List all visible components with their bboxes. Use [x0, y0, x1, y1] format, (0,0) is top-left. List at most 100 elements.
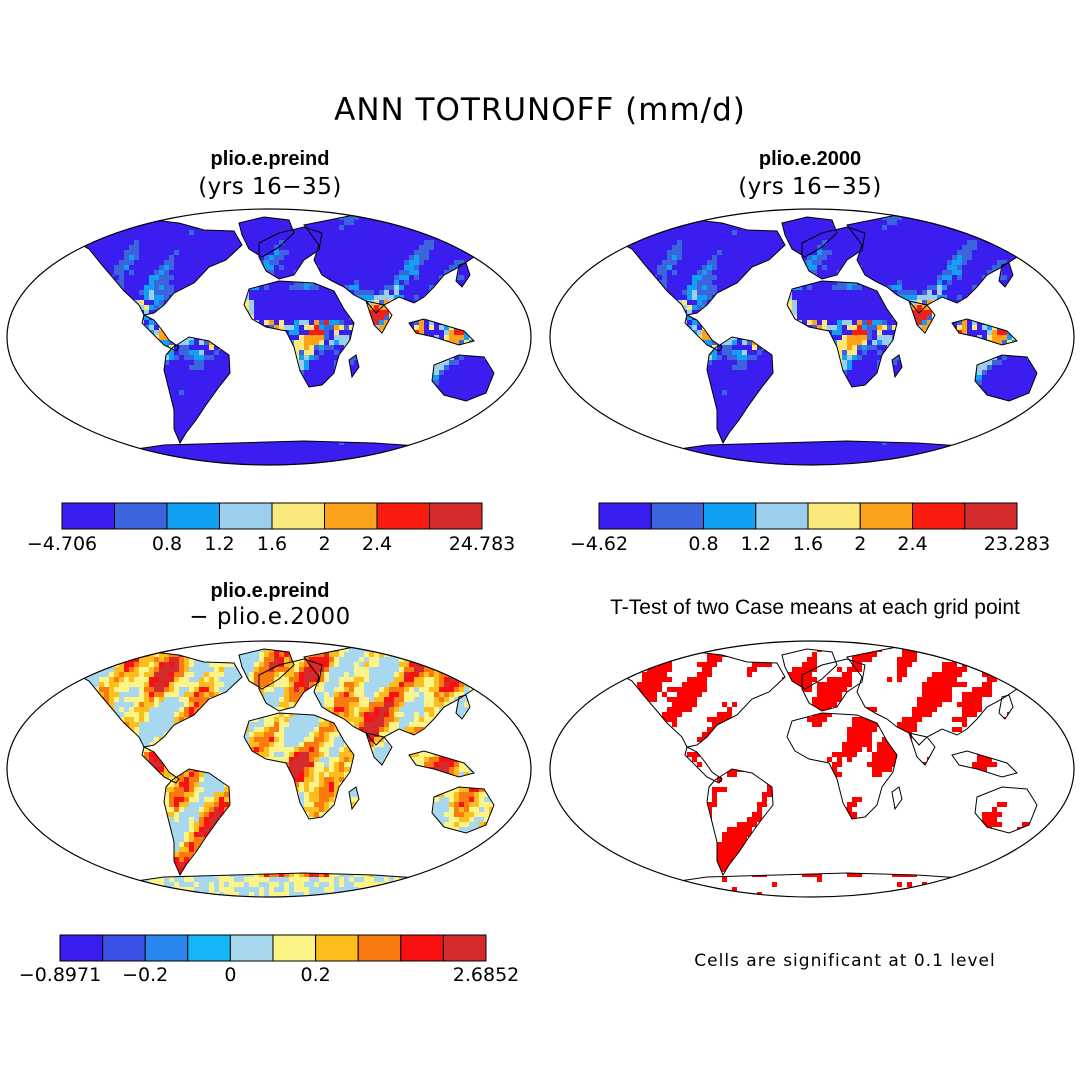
land-field — [607, 213, 1065, 465]
coastlines — [62, 644, 523, 897]
coastline-se-asia-islands — [951, 318, 1018, 346]
colorbar-swatch — [271, 502, 325, 530]
land-new-zealand — [1057, 829, 1065, 849]
land-new-zealand — [514, 397, 522, 417]
map-preind — [6, 208, 532, 466]
coastline-south-america — [163, 768, 231, 877]
coastline-new-zealand — [1056, 828, 1066, 851]
panel-preind-title: plio.e.preind — [210, 148, 330, 170]
colorbar-diff — [59, 934, 487, 962]
colorbar-swatch — [807, 502, 861, 530]
land-new-zealand — [514, 829, 522, 849]
colorbar-swatch — [272, 934, 317, 962]
colorbar-swatch — [755, 502, 809, 530]
coastline-antarctica — [651, 440, 1018, 465]
coastline-antarctica — [108, 440, 475, 465]
map-diff — [6, 640, 532, 898]
colorbar-tick-label: 0.8 — [151, 533, 183, 555]
colorbar-tick-label: −0.8971 — [18, 964, 102, 986]
colorbar-swatch — [315, 934, 359, 962]
coastline-australia — [431, 786, 495, 834]
coastline-se-asia-islands — [408, 750, 475, 778]
land-europe — [259, 227, 322, 279]
colorbar-tick-label: 1.2 — [740, 533, 771, 555]
colorbar-preind-labels: −4.706 0.8 1.2 1.6 2 2.4 24.783 — [27, 533, 515, 557]
colorbar-tick-label: 2 — [318, 533, 331, 555]
panel-ttest-title: T-Test of two Case means at each grid po… — [610, 596, 1020, 619]
panel-preind-subtitle: (yrs 16−35) — [198, 174, 342, 200]
colorbar-swatch — [859, 502, 913, 530]
colorbar-swatch — [429, 502, 483, 530]
colorbar-tick-label: 2.4 — [361, 533, 393, 555]
panel-diff-title: plio.e.preind — [210, 580, 330, 602]
colorbar-swatch — [61, 502, 115, 530]
land-south-america — [707, 337, 773, 443]
coastline-south-america — [706, 336, 774, 445]
colorbar-swatch — [187, 934, 231, 962]
colorbar-swatch — [964, 502, 1018, 530]
coastline-se-asia-islands — [951, 750, 1018, 778]
coastline-india — [908, 300, 936, 334]
coastline-new-zealand — [1056, 396, 1066, 419]
coastline-central-america — [684, 746, 723, 784]
coastline-north-america — [62, 218, 243, 316]
colorbar-tick-label: 24.783 — [448, 533, 516, 555]
colorbar-tick-label: 1.2 — [204, 533, 235, 555]
map-ttest — [549, 640, 1075, 898]
coastline-africa — [243, 712, 355, 820]
coastline-australia — [431, 354, 495, 402]
land-field — [64, 213, 522, 465]
land-field — [607, 645, 1065, 897]
colorbar-tick-label: 2.4 — [897, 533, 928, 555]
coastline-central-america — [141, 314, 180, 352]
colorbar-tick-label: 1.6 — [792, 533, 824, 555]
coastline-madagascar — [348, 786, 360, 811]
coastline-india — [908, 732, 936, 766]
coastline-greenland — [238, 648, 295, 690]
colorbar-tick-label: 2.6852 — [452, 964, 520, 986]
colorbar-diff-labels: −0.8971 −0.2 0 0.2 2.6852 — [19, 964, 519, 988]
coastline-new-zealand — [513, 396, 523, 419]
colorbar-swatch — [442, 934, 487, 962]
coastline-greenland — [238, 216, 295, 258]
land-europe — [802, 227, 865, 279]
colorbar-swatch — [650, 502, 704, 530]
colorbar-tick-label: 0 — [224, 964, 237, 986]
coastline-india — [365, 732, 393, 766]
colorbar-tick-label: −4.706 — [26, 533, 98, 555]
land-new-zealand — [1057, 397, 1065, 417]
colorbar-swatch — [102, 934, 146, 962]
colorbar-tick-label: 0.8 — [688, 533, 719, 555]
colorbar-tick-label: 1.6 — [256, 533, 288, 555]
land-greenland — [239, 217, 294, 257]
coastline-africa — [243, 280, 355, 388]
coastline-japan — [455, 262, 471, 288]
colorbar-swatch — [703, 502, 757, 530]
coastline-europe — [801, 658, 866, 712]
coastline-australia — [974, 786, 1038, 834]
colorbar-swatch — [598, 502, 652, 530]
colorbar-swatch — [400, 934, 444, 962]
colorbar-swatch — [219, 502, 273, 530]
coastline-japan — [998, 262, 1014, 288]
colorbar-swatch — [324, 502, 378, 530]
coastline-europe — [258, 658, 323, 712]
coastline-africa — [786, 280, 898, 388]
coastline-south-america — [163, 336, 231, 445]
coastline-madagascar — [348, 354, 360, 379]
coastline-madagascar — [891, 786, 903, 811]
colorbar-swatch — [376, 502, 430, 530]
coastline-north-america — [605, 218, 786, 316]
land-north-america — [64, 219, 242, 315]
coastline-australia — [974, 354, 1038, 402]
coastline-japan — [998, 694, 1014, 720]
coastline-greenland — [781, 216, 838, 258]
map-border — [549, 640, 1075, 898]
coastline-new-zealand — [513, 828, 523, 851]
figure-title: ANN TOTRUNOFF (mm/d) — [334, 92, 746, 128]
coastline-north-america — [62, 650, 243, 748]
coastline-madagascar — [891, 354, 903, 379]
colorbar-swatch — [166, 502, 220, 530]
panel-diff-subtitle: − plio.e.2000 — [189, 604, 351, 630]
ttest-footnote: Cells are significant at 0.1 level — [694, 951, 996, 971]
